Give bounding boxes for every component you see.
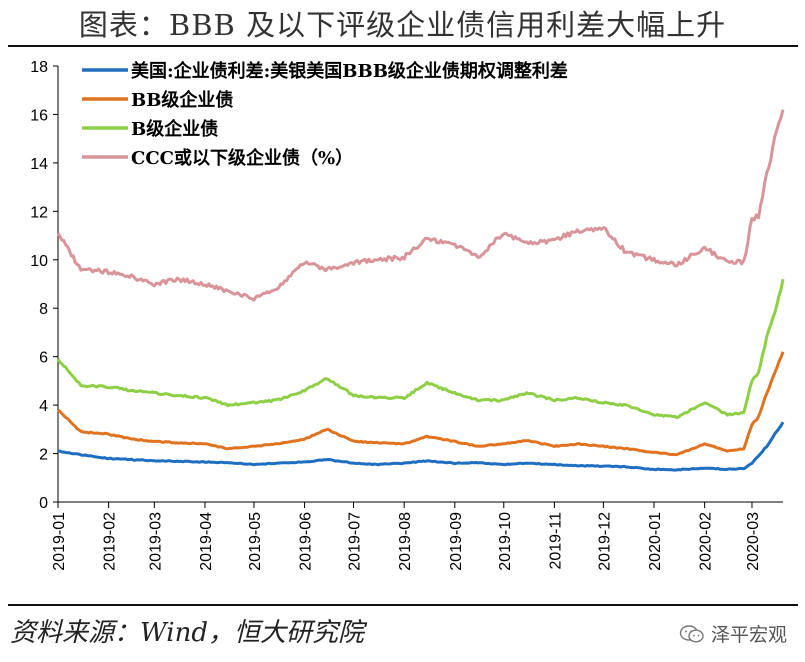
x-tick-label: 2019-04: [198, 512, 215, 571]
y-tick-label: 4: [39, 398, 48, 415]
y-tick-label: 10: [30, 253, 48, 270]
x-tick-label: 2019-11: [547, 512, 564, 570]
x-tick-label: 2019-01: [51, 512, 68, 571]
y-tick-label: 16: [30, 107, 48, 124]
footer-divider: [8, 604, 798, 606]
x-tick-label: 2019-03: [147, 512, 164, 571]
x-tick-label: 2019-05: [247, 512, 264, 571]
series-line: [58, 421, 785, 472]
legend-label: BB级企业债: [131, 89, 233, 111]
x-axis: 2019-01 2019-02 2019-03 2019-04 2019-05 2019-…: [51, 501, 783, 571]
y-tick-label: 8: [39, 301, 48, 318]
y-tick-label: 12: [30, 204, 48, 221]
y-tick-label: 18: [30, 59, 48, 76]
y-tick-label: 2: [39, 447, 48, 464]
y-tick-label: 0: [39, 495, 48, 512]
legend-label: B级企业债: [131, 118, 218, 140]
x-tick-label: 2019-07: [347, 512, 364, 571]
series-lines: [56, 109, 785, 472]
x-tick-label: 2019-02: [102, 512, 119, 571]
series-line: [56, 278, 785, 420]
title-divider: [8, 45, 798, 47]
x-tick-label: 2019-09: [448, 512, 465, 571]
wechat-icon: [679, 624, 704, 643]
x-tick-label: 2019-08: [397, 512, 414, 571]
watermark-text: 泽平宏观: [710, 624, 787, 646]
legend-label: CCC或以下级企业债（%）: [131, 147, 353, 169]
x-tick-label: 2019-10: [497, 512, 514, 571]
x-tick-label: 2019-06: [298, 512, 315, 571]
source-note: 资料来源：Wind，恒大研究院: [10, 618, 364, 648]
x-tick-label: 2020-02: [698, 512, 715, 571]
legend: 美国:企业债利差:美银美国BBB级企业债期权调整利差 BB级企业债 B级企业债 CCC…: [82, 60, 568, 169]
page-title: 图表：BBB 及以下评级企业债信用利差大幅上升: [78, 8, 727, 42]
x-tick-label: 2020-03: [745, 512, 762, 571]
y-tick-label: 6: [39, 350, 48, 367]
x-tick-label: 2019-12: [596, 512, 613, 571]
series-line: [56, 109, 785, 302]
y-tick-label: 14: [30, 156, 48, 173]
y-axis: 0 2 4 6 8 10 12 14 16 18: [30, 59, 59, 512]
series-line: [57, 351, 785, 457]
legend-label: 美国:企业债利差:美银美国BBB级企业债期权调整利差: [131, 60, 568, 82]
x-tick-label: 2020-01: [647, 512, 664, 571]
watermark: 泽平宏观: [679, 620, 787, 647]
